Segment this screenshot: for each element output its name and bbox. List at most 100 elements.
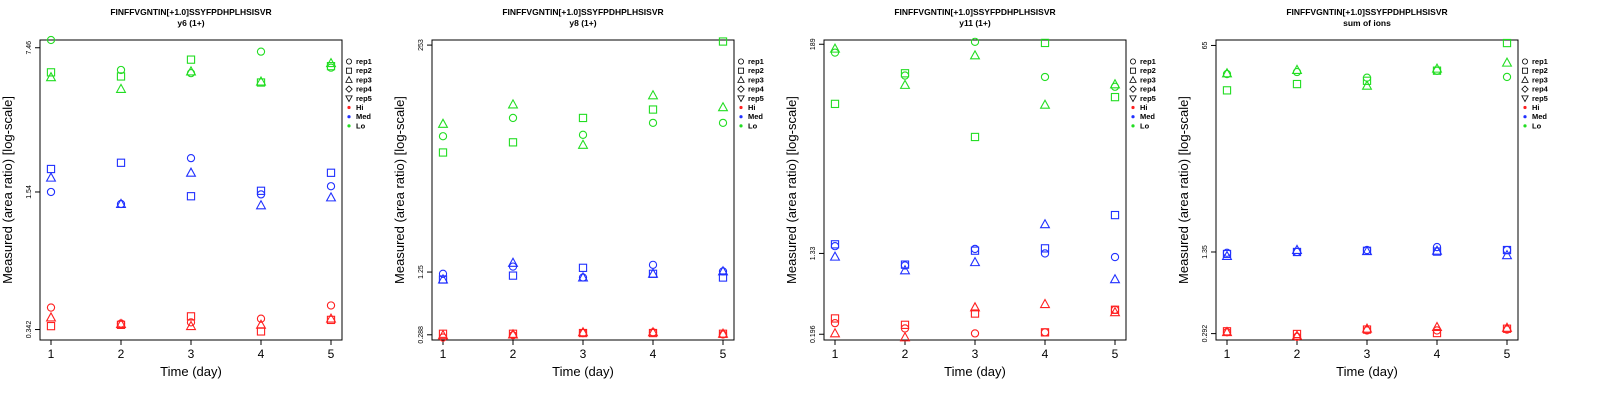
x-axis-label: Time (day) [1336,364,1398,379]
x-tick-label: 5 [328,347,335,361]
data-point-med-rep3 [437,273,449,284]
y-tick-label: 1.33 [810,247,817,261]
data-point-lo-rep2 [1502,38,1512,48]
legend-dot-med [1523,115,1527,119]
legend-label: rep5 [1140,94,1156,103]
y-tick-label: 0.342 [26,321,33,339]
data-point-lo-rep3 [115,83,127,93]
data-point-hi-rep3 [185,320,197,331]
legend-label: Lo [1532,121,1542,130]
legend-marker-rep5 [737,95,745,103]
legend-marker-rep4 [1521,85,1529,93]
y-tick-label: 7.46 [26,41,33,55]
data-point-hi-rep3 [969,301,981,312]
legend-label: Hi [1532,103,1540,112]
data-point-lo-rep2 [46,68,56,77]
data-point-hi-rep2 [256,327,266,336]
data-point-med-rep2 [116,158,126,167]
data-point-med-rep3 [115,198,127,208]
data-point-lo-rep2 [186,55,196,64]
data-point-med-rep2 [1040,244,1050,253]
legend-label: rep5 [1532,94,1548,103]
data-point-hi-rep1 [46,303,56,312]
data-point-hi-rep1 [186,318,196,327]
data-point-lo-rep3 [829,42,841,53]
legend-marker-rep3 [1521,75,1529,83]
data-point-med-rep3 [577,271,589,282]
legend-marker-rep2 [1130,67,1136,74]
legend-marker-rep1 [1130,58,1136,65]
data-point-hi-rep3 [45,311,57,322]
data-point-med-rep2 [46,164,56,174]
data-point-med-rep2 [1432,247,1442,256]
data-point-lo-rep2 [648,105,658,114]
data-point-lo-rep3 [325,57,337,68]
data-point-lo-rep2 [578,113,588,123]
y-axis-label: Measured (area ratio) [log-scale] [392,96,407,284]
x-axis-label: Time (day) [160,364,222,379]
legend-label: rep2 [1532,66,1548,75]
data-point-hi-rep2 [970,309,980,318]
legend-label: Med [748,112,763,121]
data-point-hi-rep1 [1040,328,1050,337]
data-point-med-rep3 [969,256,981,267]
legend-label: Lo [356,121,366,130]
legend-dot-hi [1523,105,1527,110]
legend-marker-rep4 [345,85,353,93]
data-point-med-rep3 [1221,250,1233,261]
data-point-lo-rep3 [255,75,267,86]
data-point-hi-rep3 [1221,326,1233,337]
data-point-lo-rep2 [718,37,728,46]
data-point-hi-rep2 [46,321,56,331]
data-point-hi-rep3 [899,331,911,342]
data-point-lo-rep1 [718,118,728,128]
legend-label: Lo [1140,121,1150,130]
legend-marker-rep1 [738,58,744,65]
legend-marker-rep5 [1129,95,1137,103]
x-axis-label: Time (day) [552,364,614,379]
data-point-med-rep1 [46,187,56,197]
data-point-med-rep2 [900,260,910,269]
data-point-med-rep3 [829,250,841,261]
data-point-lo-rep3 [647,89,659,100]
y-tick-label: 1.35 [1202,245,1209,259]
legend-label: rep4 [1140,85,1157,94]
plot-box [1215,39,1519,341]
data-point-hi-rep1 [256,314,266,323]
x-tick-label: 4 [650,347,657,361]
data-point-med-rep2 [186,192,196,201]
legend-label: Med [1140,112,1155,121]
legend-label: rep3 [1140,75,1156,84]
legend-marker-rep1 [346,58,352,65]
data-point-med-rep3 [507,257,519,267]
legend-label: rep3 [1532,75,1548,84]
legend-label: Hi [1140,103,1148,112]
y-tick-label: 1.54 [26,185,33,199]
y-tick-label: 0.288 [418,326,425,344]
data-point-hi-rep3 [115,318,127,329]
chart-title: FINFFVGNTIN[+1.0]SSYFPDHPLHSISVR [110,7,271,17]
legend-dot-hi [1131,105,1135,110]
legend-dot-lo [1523,124,1527,128]
data-point-hi-rep2 [900,320,910,329]
chart-title: FINFFVGNTIN[+1.0]SSYFPDHPLHSISVR [502,7,663,17]
data-point-lo-rep2 [1292,79,1302,89]
legend-dot-hi [739,105,743,110]
legend-marker-rep4 [1129,85,1137,93]
legend-marker-rep3 [345,75,353,83]
data-point-med-rep2 [578,263,588,272]
legend-label: rep4 [1532,85,1549,94]
data-point-lo-rep1 [648,118,658,128]
x-tick-label: 3 [188,347,195,361]
data-point-lo-rep1 [116,65,126,75]
legend-dot-lo [347,124,351,128]
data-point-med-rep3 [1291,244,1303,254]
data-point-med-rep2 [508,271,518,280]
legend-label: Hi [748,103,756,112]
y-tick-label: 0.292 [1202,325,1209,343]
chart-title: FINFFVGNTIN[+1.0]SSYFPDHPLHSISVR [1286,7,1447,17]
x-tick-label: 2 [902,347,909,361]
y-tick-label: 253 [418,39,425,51]
x-tick-label: 2 [1294,347,1301,361]
